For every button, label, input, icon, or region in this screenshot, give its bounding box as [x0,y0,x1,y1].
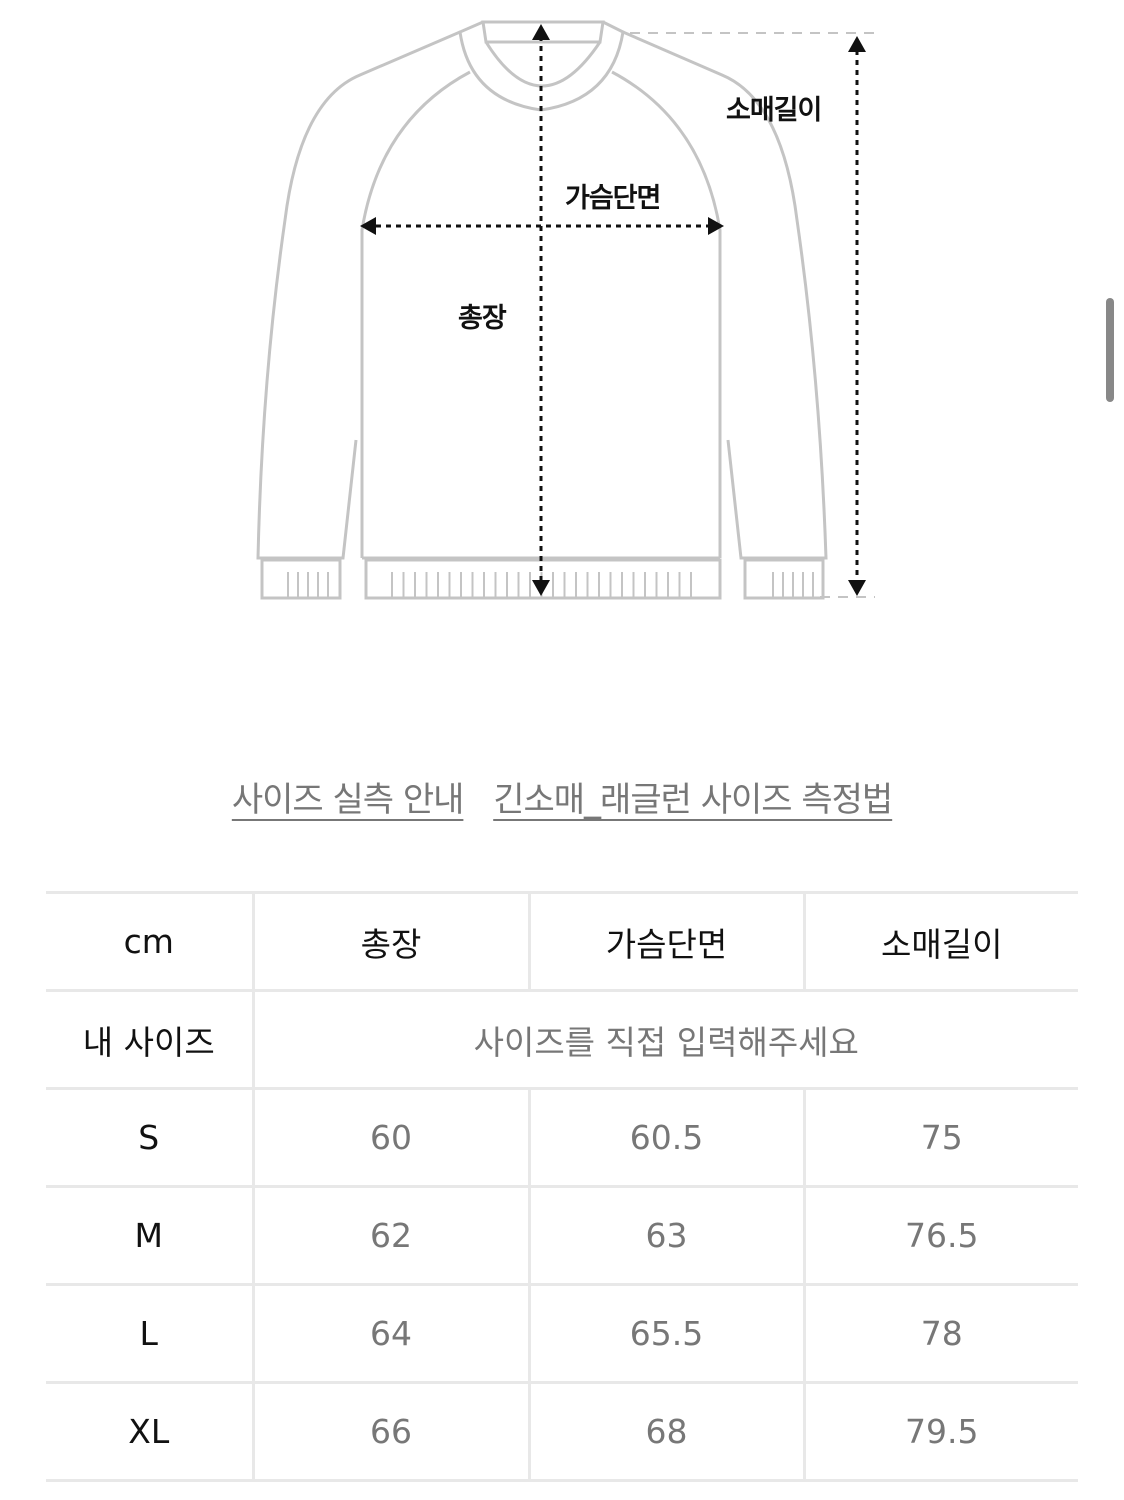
size-value: 63 [527,1185,804,1286]
size-value: 60.5 [527,1087,804,1188]
my-size-row: 내 사이즈 사이즈를 직접 입력해주세요 [46,989,1078,1090]
size-table: cm 총장 가슴단면 소매길이 내 사이즈 사이즈를 직접 입력해주세요 S 60… [46,891,1078,1482]
size-value: 66 [251,1381,529,1482]
header-chest-width: 가슴단면 [527,891,804,992]
my-size-input[interactable]: 사이즈를 직접 입력해주세요 [251,989,1078,1090]
table-header-row: cm 총장 가슴단면 소매길이 [46,891,1078,992]
size-value: 68 [527,1381,804,1482]
table-row: S 60 60.5 75 [46,1087,1078,1188]
size-value: 64 [251,1283,529,1384]
size-label: L [46,1283,253,1384]
size-guide-link[interactable]: 사이즈 실측 안내 [231,780,465,820]
my-size-label: 내 사이즈 [46,989,253,1090]
size-guide-links: 사이즈 실측 안내 긴소매_래글런 사이즈 측정법 [0,772,1124,821]
size-label: S [46,1087,253,1188]
size-value: 79.5 [802,1381,1078,1482]
size-value: 60 [251,1087,529,1188]
size-value: 75 [802,1087,1078,1188]
table-row: M 62 63 76.5 [46,1185,1078,1286]
size-value: 78 [802,1283,1078,1384]
size-value: 65.5 [527,1283,804,1384]
chest-width-label: 가슴단면 [565,183,661,214]
header-total-length: 총장 [251,891,529,992]
table-row: XL 66 68 79.5 [46,1381,1078,1482]
measurement-method-link[interactable]: 긴소매_래글런 사이즈 측정법 [493,780,893,820]
table-row: L 64 65.5 78 [46,1283,1078,1384]
total-length-label: 총장 [458,303,507,334]
size-label: M [46,1185,253,1286]
header-unit: cm [46,891,253,992]
size-value: 62 [251,1185,529,1286]
header-sleeve-length: 소매길이 [802,891,1078,992]
sweater-measurement-diagram [256,20,875,600]
size-label: XL [46,1381,253,1482]
size-value: 76.5 [802,1185,1078,1286]
sleeve-length-label: 소매길이 [726,95,822,126]
scrollbar[interactable] [1106,298,1114,402]
